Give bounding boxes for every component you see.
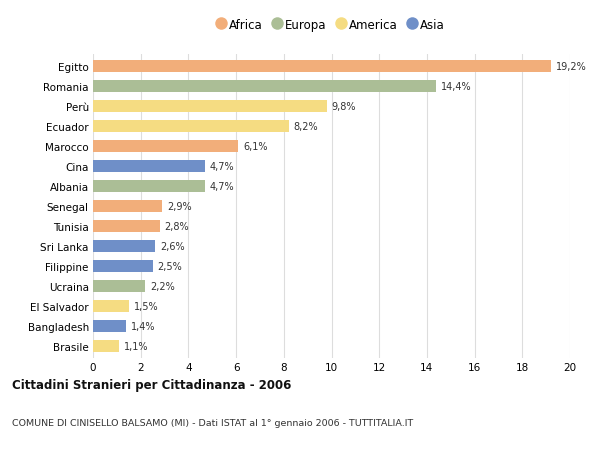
Text: 2,6%: 2,6% bbox=[160, 241, 184, 252]
Text: COMUNE DI CINISELLO BALSAMO (MI) - Dati ISTAT al 1° gennaio 2006 - TUTTITALIA.IT: COMUNE DI CINISELLO BALSAMO (MI) - Dati … bbox=[12, 418, 413, 427]
Bar bbox=[93, 201, 162, 213]
Bar bbox=[93, 61, 551, 73]
Text: 2,2%: 2,2% bbox=[150, 281, 175, 291]
Bar bbox=[93, 141, 238, 153]
Text: Cittadini Stranieri per Cittadinanza - 2006: Cittadini Stranieri per Cittadinanza - 2… bbox=[12, 379, 292, 392]
Text: 2,9%: 2,9% bbox=[167, 202, 191, 212]
Bar bbox=[93, 220, 160, 232]
Text: 1,5%: 1,5% bbox=[134, 301, 158, 311]
Text: 19,2%: 19,2% bbox=[556, 62, 586, 72]
Bar bbox=[93, 260, 152, 272]
Bar bbox=[93, 241, 155, 252]
Bar bbox=[93, 340, 119, 352]
Text: 1,1%: 1,1% bbox=[124, 341, 149, 351]
Bar bbox=[93, 81, 436, 93]
Bar bbox=[93, 320, 127, 332]
Text: 4,7%: 4,7% bbox=[210, 162, 235, 172]
Bar bbox=[93, 181, 205, 193]
Bar bbox=[93, 101, 327, 113]
Legend: Africa, Europa, America, Asia: Africa, Europa, America, Asia bbox=[214, 14, 449, 36]
Text: 8,2%: 8,2% bbox=[293, 122, 318, 132]
Text: 4,7%: 4,7% bbox=[210, 182, 235, 191]
Bar bbox=[93, 161, 205, 173]
Text: 9,8%: 9,8% bbox=[331, 102, 356, 112]
Bar bbox=[93, 121, 289, 133]
Text: 2,5%: 2,5% bbox=[157, 261, 182, 271]
Text: 6,1%: 6,1% bbox=[243, 142, 268, 152]
Text: 1,4%: 1,4% bbox=[131, 321, 155, 331]
Text: 2,8%: 2,8% bbox=[164, 222, 189, 231]
Bar bbox=[93, 300, 129, 312]
Bar bbox=[93, 280, 145, 292]
Text: 14,4%: 14,4% bbox=[441, 82, 472, 92]
